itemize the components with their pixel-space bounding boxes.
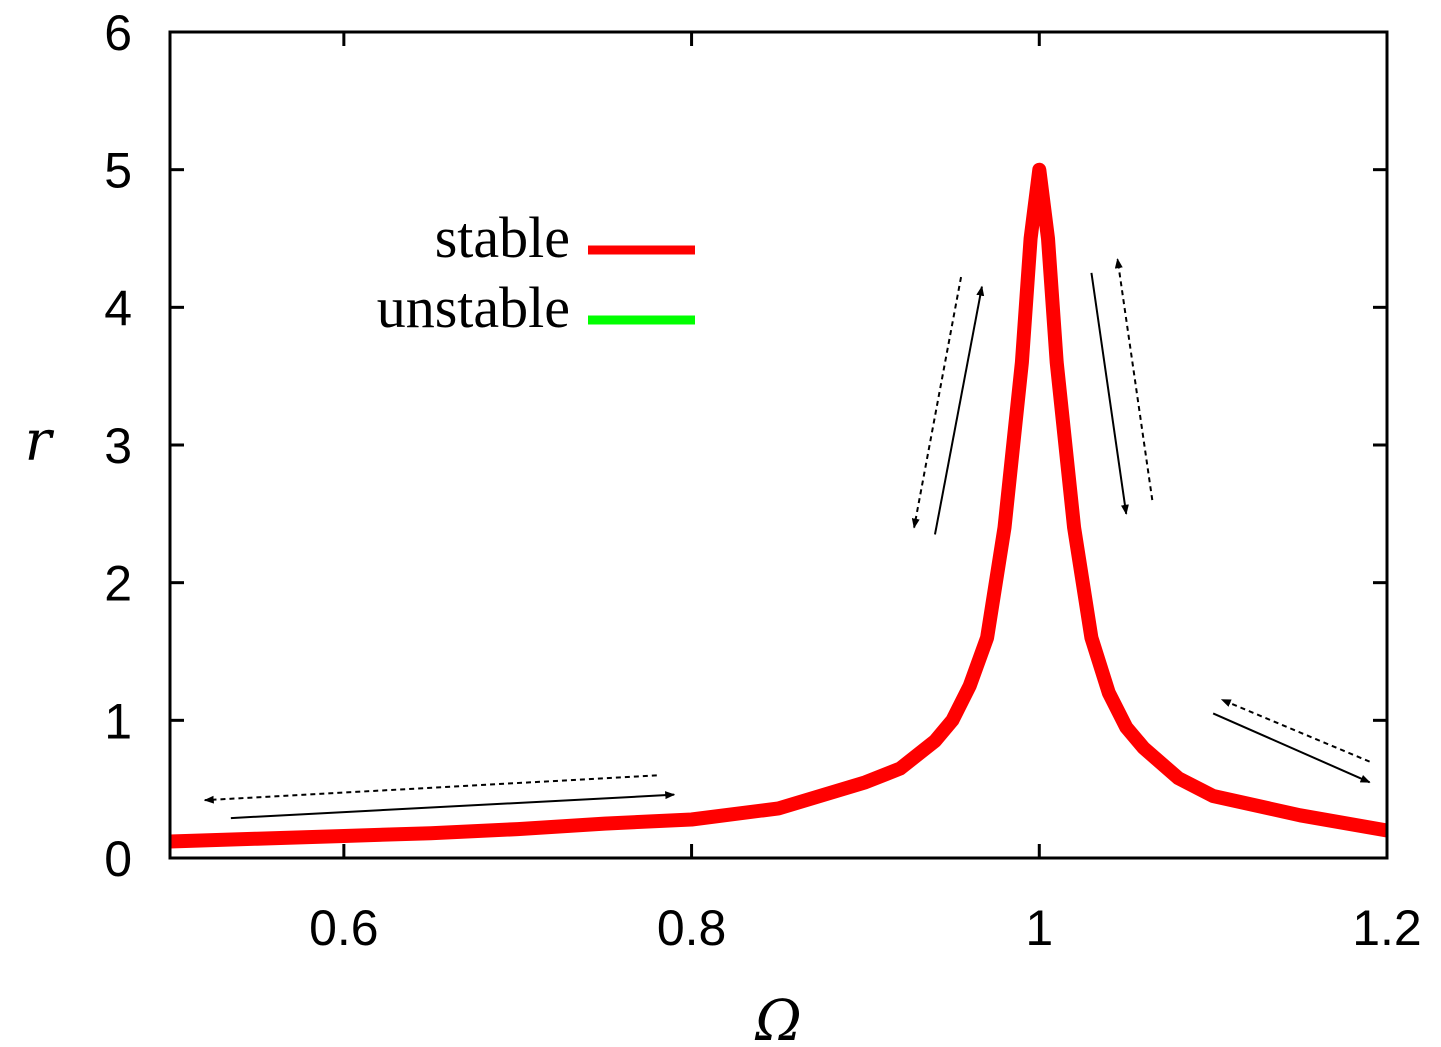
dashed-arrow — [1220, 698, 1371, 763]
x-tick-label: 0.8 — [657, 900, 727, 956]
dashed-arrow — [1114, 258, 1154, 501]
y-axis-ticks — [170, 30, 1387, 860]
dashed-arrow — [911, 276, 963, 529]
solid-arrow — [230, 791, 676, 820]
x-tick-label: 1.2 — [1352, 900, 1422, 956]
legend-label-stable: stable — [435, 205, 570, 270]
x-tick-labels: 0.6 0.8 1 1.2 — [309, 900, 1422, 956]
y-tick-label: 0 — [104, 831, 132, 887]
x-tick-label: 1 — [1025, 900, 1053, 956]
y-axis-title: r — [25, 409, 55, 474]
y-tick-label: 2 — [104, 556, 132, 612]
x-axis-ticks — [342, 32, 1389, 858]
dashed-arrow — [203, 774, 657, 804]
x-tick-label: 0.6 — [309, 900, 379, 956]
series-layer — [169, 162, 1389, 849]
solid-arrow — [1212, 712, 1371, 784]
annotation-layer — [203, 258, 1371, 820]
y-tick-label: 1 — [104, 693, 132, 749]
x-axis-title: Ω — [754, 989, 801, 1047]
solid-arrow — [1090, 272, 1129, 515]
solid-arrow — [933, 285, 985, 535]
y-tick-label: 3 — [104, 418, 132, 474]
y-tick-label: 4 — [104, 280, 132, 336]
y-tick-label: 5 — [104, 143, 132, 199]
series-line-stable — [169, 162, 1389, 849]
y-tick-labels: 0 1 2 3 4 5 6 — [104, 5, 132, 887]
plot-frame — [168, 30, 1389, 860]
legend-label-unstable: unstable — [377, 275, 570, 340]
y-tick-label: 6 — [104, 5, 132, 61]
